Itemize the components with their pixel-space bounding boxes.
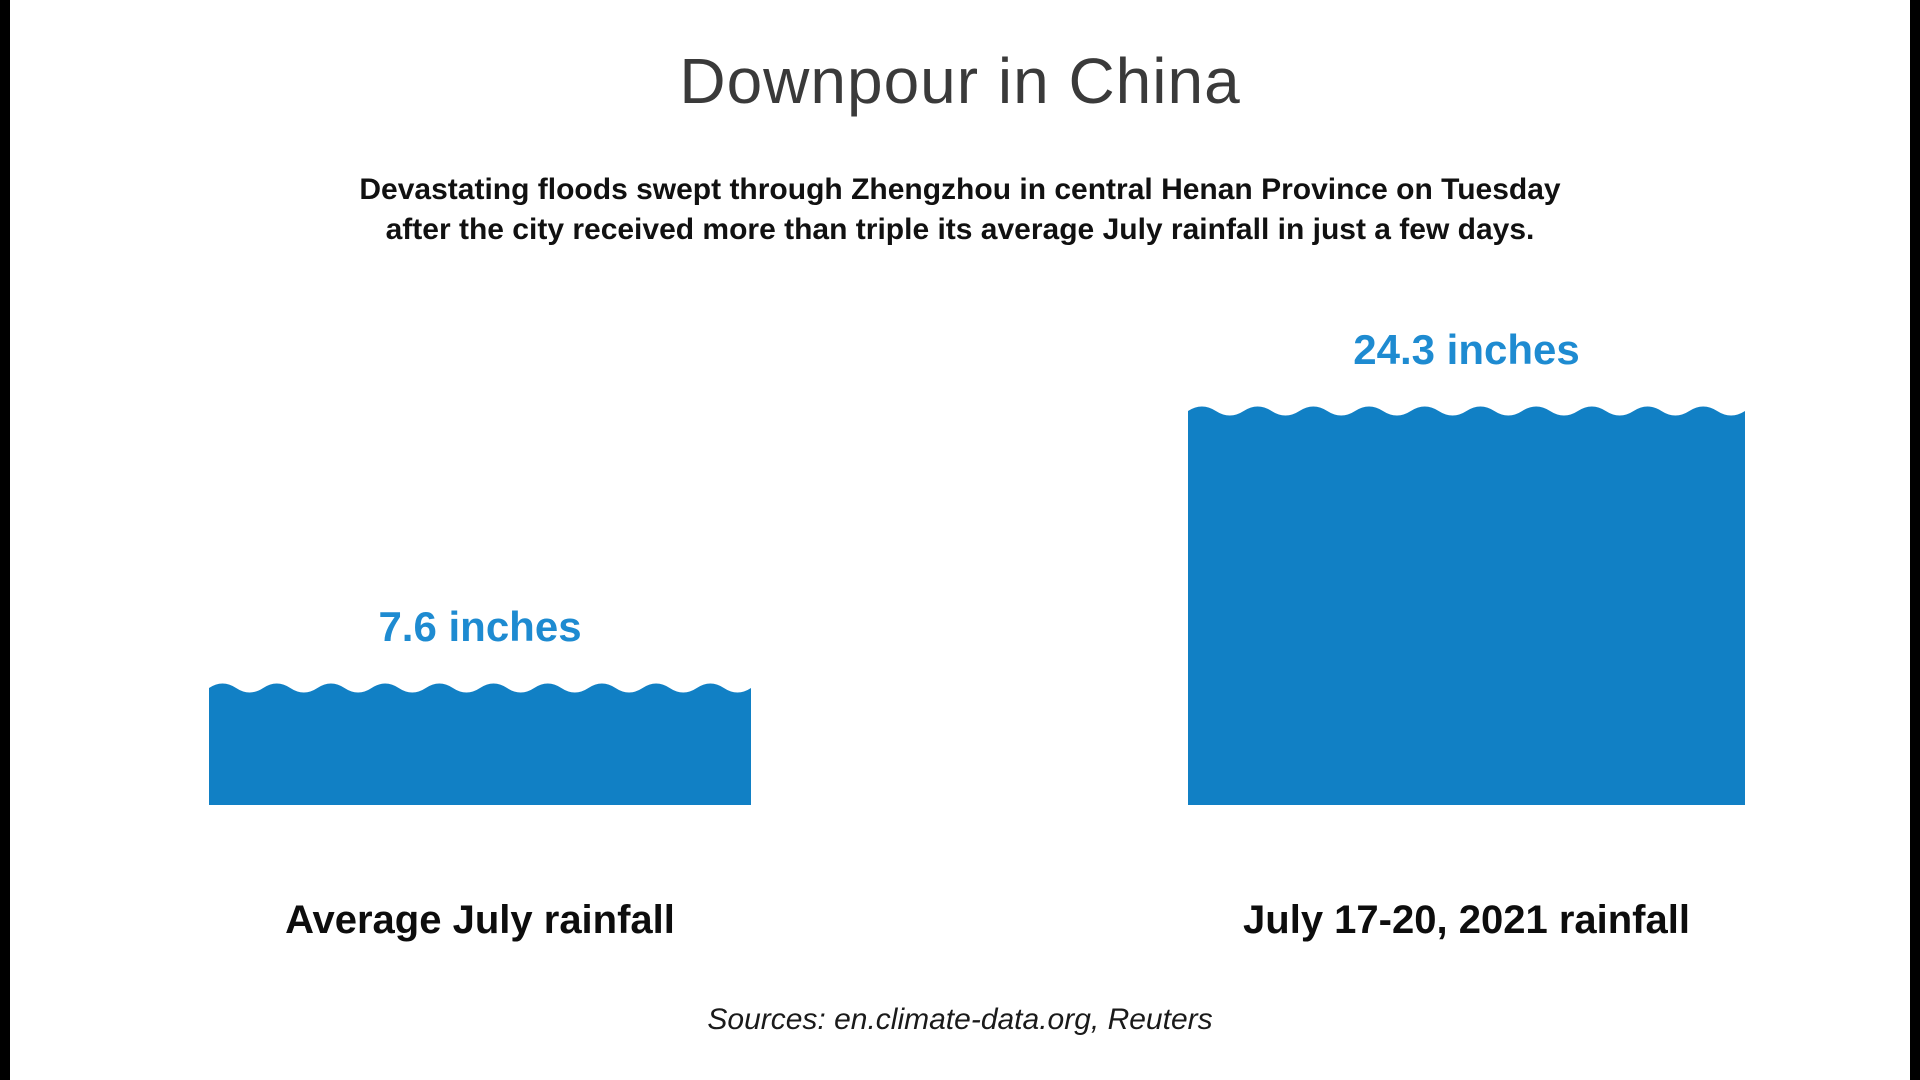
chart-title: Downpour in China [679, 45, 1241, 117]
subtitle-line-2: after the city received more than triple… [385, 212, 1535, 246]
bar-july-2021-rainfall: 24.3 inches [1188, 326, 1745, 805]
bar-caption-average-july: Average July rainfall [285, 898, 675, 942]
value-label-average-july: 7.6 inches [378, 603, 582, 650]
source-attribution: Sources: en.climate-data.org, Reuters [707, 1003, 1213, 1036]
water-bar-fill-average-july [209, 695, 751, 805]
letterbox-right [1910, 0, 1920, 1080]
water-wave-top-icon [1188, 406, 1745, 418]
chart-subtitle: Devastating floods swept through Zhengzh… [0, 170, 1920, 250]
subtitle-line-1: Devastating floods swept through Zhengzh… [359, 173, 1561, 206]
water-bar-fill-july-2021 [1188, 418, 1745, 805]
water-wave-top-icon [209, 683, 751, 695]
bar-caption-july-2021: July 17-20, 2021 rainfall [1243, 898, 1690, 942]
letterbox-left [0, 0, 10, 1080]
value-label-july-2021: 24.3 inches [1353, 326, 1580, 373]
bar-average-july-rainfall: 7.6 inches [209, 603, 751, 805]
